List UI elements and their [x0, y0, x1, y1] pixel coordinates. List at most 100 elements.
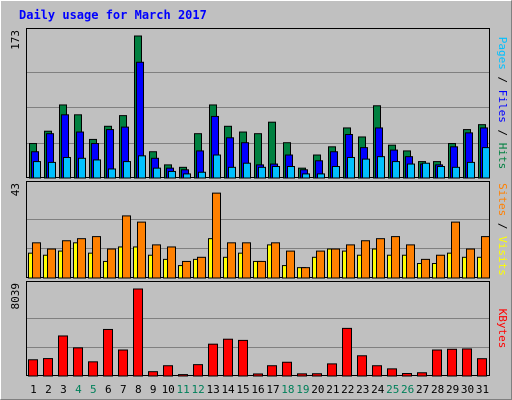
x-tick-label: 3	[60, 383, 67, 396]
bar-kbytes-day-25	[387, 368, 397, 377]
x-tick-label: 20	[311, 383, 324, 396]
x-tick-label: 29	[446, 383, 459, 396]
bar-kbytes-day-30	[462, 348, 472, 377]
bar-pages-day-30	[467, 161, 475, 179]
bar-kbytes-day-13	[208, 343, 218, 377]
x-tick-label: 17	[266, 383, 279, 396]
bar-pages-day-2	[48, 161, 56, 179]
bar-pages-day-20	[317, 173, 325, 179]
bar-kbytes-day-10	[163, 365, 173, 377]
bar-sites-day-20	[316, 250, 325, 279]
bar-pages-day-19	[302, 173, 310, 179]
x-tick-label: 26	[401, 383, 414, 396]
legend-entry: Pages	[496, 37, 509, 70]
bar-sites-day-12	[197, 256, 206, 279]
bar-kbytes-day-23	[357, 355, 367, 377]
bar-sites-day-26	[406, 244, 415, 279]
bar-kbytes-day-16	[253, 373, 263, 377]
x-tick-label: 18	[281, 383, 294, 396]
bar-pages-day-16	[258, 166, 266, 179]
x-tick-label: 19	[296, 383, 309, 396]
legend-label: Pages / Files / Hits	[496, 37, 509, 170]
bar-pages-day-5	[93, 159, 101, 179]
bar-pages-day-27	[422, 162, 430, 179]
bar-kbytes-day-27	[417, 372, 427, 377]
y-max-label: 8039	[9, 283, 22, 310]
legend-entry: KBytes	[496, 309, 509, 349]
x-tick-label: 22	[341, 383, 354, 396]
bar-sites-day-2	[47, 248, 56, 279]
bar-kbytes-day-29	[447, 348, 457, 377]
bar-pages-day-14	[228, 166, 236, 179]
bar-kbytes-day-8	[133, 288, 143, 377]
bar-kbytes-day-22	[342, 327, 352, 377]
bar-sites-day-29	[451, 221, 460, 279]
x-tick-label: 4	[75, 383, 82, 396]
bar-kbytes-day-15	[238, 339, 248, 377]
x-tick-label: 13	[206, 383, 219, 396]
bar-pages-day-8	[138, 155, 146, 179]
legend-entry: /	[496, 216, 509, 236]
bar-kbytes-day-6	[103, 328, 113, 377]
bar-sites-day-11	[182, 260, 191, 279]
x-tick-label: 9	[150, 383, 157, 396]
legend-entry: Sites	[496, 183, 509, 216]
bar-sites-day-19	[301, 267, 310, 279]
x-tick-label: 15	[236, 383, 249, 396]
bar-sites-day-18	[286, 250, 295, 279]
chart-panels: 173 Pages / Files / Hits 43 Sites / Visits 8…	[9, 28, 509, 377]
bar-kbytes-day-14	[223, 338, 233, 377]
legend-entry: /	[496, 70, 509, 90]
bar-sites-day-14	[227, 242, 236, 279]
x-tick-label: 6	[105, 383, 112, 396]
bar-kbytes-day-3	[58, 335, 68, 377]
bar-sites-day-23	[361, 240, 370, 279]
bar-sites-day-3	[62, 240, 71, 279]
bar-kbytes-day-11	[178, 374, 188, 377]
x-tick-label: 31	[476, 383, 489, 396]
legend-entry: /	[496, 123, 509, 143]
panel-kbytes: 8039 KBytes	[9, 281, 509, 377]
bar-kbytes-day-18	[282, 361, 292, 377]
bar-pages-day-10	[168, 170, 176, 179]
bar-sites-day-30	[466, 248, 475, 279]
panel-visits-sites: 43 Sites / Visits	[9, 181, 509, 279]
bar-pages-day-4	[78, 157, 86, 179]
bar-kbytes-day-26	[402, 373, 412, 377]
bar-kbytes-day-5	[88, 361, 98, 377]
bar-sites-day-15	[242, 242, 251, 279]
bar-pages-day-26	[407, 163, 415, 179]
x-tick-label: 8	[135, 383, 142, 396]
x-tick-label: 12	[192, 383, 205, 396]
y-max-label: 173	[9, 30, 22, 50]
legend-label: Sites / Visits	[496, 183, 509, 276]
x-tick-label: 2	[45, 383, 52, 396]
bar-pages-day-3	[63, 156, 71, 179]
y-max-label: 43	[9, 183, 22, 196]
bar-sites-day-17	[271, 242, 280, 279]
x-tick-label: 7	[120, 383, 127, 396]
x-tick-label: 5	[90, 383, 97, 396]
series-sites	[32, 192, 490, 279]
bar-sites-day-10	[167, 246, 176, 279]
bar-pages-day-12	[198, 171, 206, 179]
bar-kbytes-day-21	[327, 363, 337, 377]
bar-sites-day-9	[152, 244, 161, 279]
legend-entry: Hits	[496, 143, 509, 170]
bar-pages-day-25	[392, 161, 400, 179]
bar-pages-day-17	[272, 166, 280, 179]
bar-pages-day-13	[213, 154, 221, 179]
bar-pages-day-28	[437, 166, 445, 179]
chart-title: Daily usage for March 2017	[19, 8, 207, 22]
bar-kbytes-day-7	[118, 349, 128, 377]
bar-pages-day-6	[108, 168, 116, 179]
legend-entry: Files	[496, 90, 509, 123]
legend-entry: Visits	[496, 236, 509, 276]
bar-kbytes-day-24	[372, 365, 382, 377]
bar-kbytes-day-20	[312, 373, 322, 377]
x-tick-label: 14	[221, 383, 235, 396]
bar-pages-day-1	[33, 161, 41, 179]
x-tick-label: 16	[251, 383, 264, 396]
bar-sites-day-5	[92, 236, 101, 279]
x-tick-label: 25	[386, 383, 399, 396]
